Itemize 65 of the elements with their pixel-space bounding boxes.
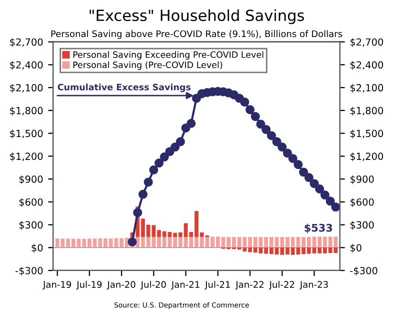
y2-tick-label: $2,100 [350, 84, 384, 93]
x-tick-label: Jul-21 [204, 280, 230, 290]
point [138, 190, 148, 199]
point [246, 105, 255, 114]
y2-tick-label: $1,200 [350, 152, 384, 162]
point [282, 148, 292, 158]
point [154, 158, 164, 168]
annotation: Cumulative Excess Savings [58, 84, 191, 92]
point [160, 152, 169, 162]
y-tick-label: $2,700 [10, 38, 43, 47]
point [176, 137, 185, 146]
x-tick-label: Jan-22 [235, 281, 264, 290]
x-tick-label: Jan-21 [170, 281, 200, 290]
point [186, 118, 196, 128]
y-tick-label: $600 [19, 198, 43, 208]
x-tick-label: Jan-23 [299, 281, 328, 290]
point [266, 131, 276, 140]
point [288, 154, 298, 163]
x-tick-label: Jul-20 [140, 280, 166, 290]
point [320, 190, 330, 200]
y-tick-label: $300 [19, 221, 43, 230]
point [170, 142, 180, 152]
y-tick-label: $2,100 [10, 84, 43, 93]
point [299, 168, 308, 177]
point [149, 165, 158, 174]
y2-tick-label: $900 [350, 175, 374, 184]
point [133, 208, 142, 218]
y-tick-label: $1,500 [10, 130, 43, 138]
x-tick-label: Jan-20 [106, 281, 136, 290]
point [250, 112, 260, 122]
x-tick-label: Jan-19 [42, 281, 72, 290]
point [262, 124, 271, 134]
annotation: $533 [304, 224, 332, 234]
point [128, 237, 137, 246]
y2-tick-label: -$300 [350, 266, 378, 276]
y-tick-label: $0 [32, 244, 43, 253]
chart-subtitle: Personal Saving above Pre-COVID Rate (9.1%), Billions of Dollars [51, 30, 342, 39]
y-tick-label: $2,400 [10, 61, 43, 70]
point [310, 179, 319, 188]
y2-tick-label: $300 [350, 221, 374, 230]
point [315, 184, 324, 194]
y-tick-label: -$300 [16, 266, 43, 276]
point [331, 202, 340, 212]
y2-tick-label: $1,500 [350, 130, 384, 138]
point [240, 98, 250, 107]
y2-tick-label: $2,700 [350, 38, 384, 47]
point [326, 196, 335, 206]
point [278, 142, 287, 152]
y2-tick-label: $1,800 [350, 106, 384, 116]
point [272, 137, 282, 146]
legend-label: Personal Saving (Pre-COVID Level) [73, 61, 222, 70]
x-tick-label: Jul-19 [76, 280, 102, 290]
y2-tick-label: $0 [350, 244, 362, 253]
point [144, 178, 153, 187]
x-tick-label: Jul-22 [268, 280, 294, 290]
y2-tick-label: $600 [350, 198, 374, 208]
y-tick-label: $900 [19, 175, 43, 184]
chart-title: "Excess" Household Savings [90, 9, 304, 24]
y2-tick-label: $2,400 [350, 61, 384, 70]
point [256, 120, 266, 129]
y-tick-label: $1,200 [10, 152, 43, 162]
point [294, 160, 303, 170]
point [304, 172, 314, 182]
y-tick-label: $1,800 [10, 106, 43, 116]
legend-label: Personal Saving Exceeding Pre-COVID Level [73, 51, 264, 60]
